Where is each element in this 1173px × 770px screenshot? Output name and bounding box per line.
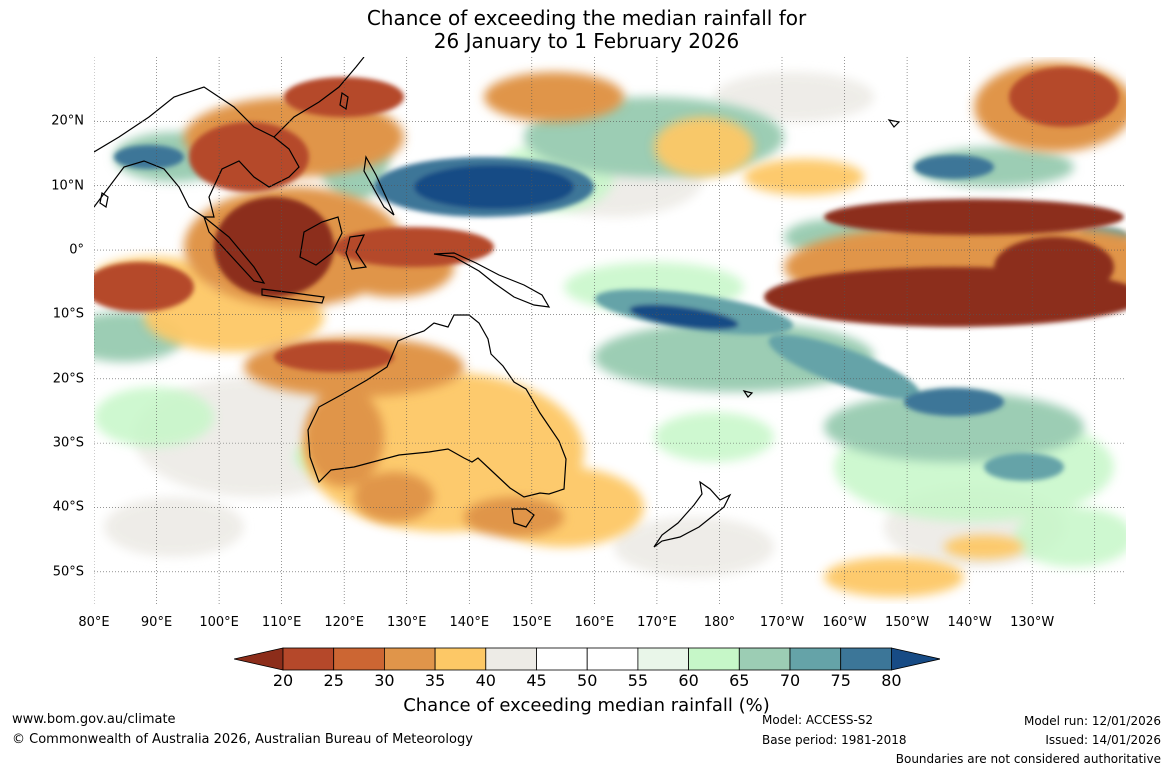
longitude-label: 150°W	[884, 615, 930, 630]
colorbar-segment	[637, 647, 689, 671]
tasmania-coastline	[511, 508, 535, 528]
latitude-label: 0°	[69, 242, 84, 258]
colorbar	[234, 647, 940, 671]
colorbar-tick-label: 80	[881, 671, 902, 690]
latitude-label: 20°N	[51, 113, 84, 129]
sumatra-coastline	[202, 215, 266, 284]
hawaii-coastline	[887, 119, 901, 128]
drier-strong-areas	[94, 67, 1126, 372]
longitude-label: 150°E	[512, 615, 552, 630]
latitude-label: 30°S	[52, 435, 84, 451]
colorbar-tick-label: 30	[374, 671, 395, 690]
new-zealand-coastline	[653, 480, 732, 548]
longitude-label: 130°W	[1010, 615, 1055, 630]
sulawesi-coastline	[345, 234, 368, 270]
longitude-label: 170°E	[637, 615, 677, 630]
colorbar-tick-label: 75	[830, 671, 851, 690]
longitude-label: 180°	[703, 615, 736, 630]
copyright-text: © Commonwealth of Australia 2026, Austra…	[12, 732, 473, 747]
colorbar-tick-label: 60	[678, 671, 699, 690]
mainland-asia-east-coastline	[273, 57, 365, 138]
colorbar-tick-label: 65	[729, 671, 750, 690]
longitude-label: 160°E	[574, 615, 615, 630]
colorbar-segment	[536, 647, 588, 671]
graticule	[94, 57, 1126, 604]
longitude-label: 140°E	[449, 615, 490, 630]
map-title-line-2: 26 January to 1 February 2026	[433, 29, 740, 53]
borneo-coastline	[299, 216, 343, 266]
map-canvas	[94, 57, 1126, 604]
wetter-strong-areas	[114, 117, 1126, 481]
sri-lanka-coastline	[99, 192, 109, 208]
colorbar-segment	[840, 647, 892, 671]
longitude-label: 80°E	[78, 615, 110, 630]
issued-date: Issued: 14/01/2026	[1045, 733, 1161, 747]
colorbar-segment	[485, 647, 537, 671]
colorbar-segment	[434, 647, 487, 671]
colorbar-segment	[688, 647, 740, 671]
longitude-label: 170°W	[759, 615, 805, 630]
colorbar-high-arrow	[891, 647, 940, 671]
colorbar-segment	[282, 647, 335, 671]
philippines-coastline	[363, 155, 395, 216]
latitude-label: 40°S	[52, 499, 84, 515]
map-title-line-1: Chance of exceeding the median rainfall …	[366, 6, 807, 30]
colorbar-segment	[738, 647, 791, 671]
colorbar-tick-label: 55	[627, 671, 649, 690]
longitude-label: 90°E	[140, 615, 173, 630]
fiji-coastline	[742, 390, 754, 398]
model-name: Model: ACCESS-S2	[762, 713, 874, 727]
longitude-label: 130°E	[386, 615, 427, 630]
colorbar-tick-label: 25	[323, 671, 344, 690]
colorbar-label: Chance of exceeding median rainfall (%)	[403, 695, 770, 716]
colorbar-tick-label: 50	[577, 671, 598, 690]
mainland-asia-coastline	[94, 86, 300, 218]
colorbar-segment	[586, 647, 639, 671]
colorbar-segment	[789, 647, 842, 671]
latitude-label: 20°S	[52, 371, 84, 387]
longitude-label: 100°E	[199, 615, 239, 630]
longitude-label: 120°E	[324, 615, 364, 630]
base-period: Base period: 1981-2018	[762, 733, 907, 747]
colorbar-tick-label: 70	[779, 671, 801, 690]
longitude-label: 160°W	[822, 615, 867, 630]
colorbar-tick-label: 40	[475, 671, 496, 690]
colorbar-tick-label: 20	[272, 671, 294, 690]
longitude-label: 140°W	[947, 615, 992, 630]
latitude-label: 10°N	[51, 178, 84, 194]
taiwan-coastline	[339, 91, 349, 111]
colorbar-tick-label: 45	[526, 671, 547, 690]
coastlines	[94, 57, 901, 548]
model-run-date: Model run: 12/01/2026	[1023, 714, 1161, 728]
new-guinea-coastline	[433, 252, 551, 308]
colorbar-segment	[383, 647, 436, 671]
java-coastline	[261, 288, 325, 304]
latitude-label: 50°S	[52, 564, 84, 580]
longitude-label: 110°E	[261, 615, 302, 630]
rainfall-probability-map	[94, 57, 1126, 604]
colorbar-segment	[333, 647, 385, 671]
colorbar-tick-label: 35	[424, 671, 446, 690]
latitude-label: 10°S	[52, 306, 84, 322]
boundaries-disclaimer: Boundaries are not considered authoritat…	[895, 752, 1161, 766]
australia-coastline	[307, 314, 567, 498]
colorbar-low-arrow	[234, 647, 284, 671]
website-link[interactable]: www.bom.gov.au/climate	[12, 712, 176, 727]
